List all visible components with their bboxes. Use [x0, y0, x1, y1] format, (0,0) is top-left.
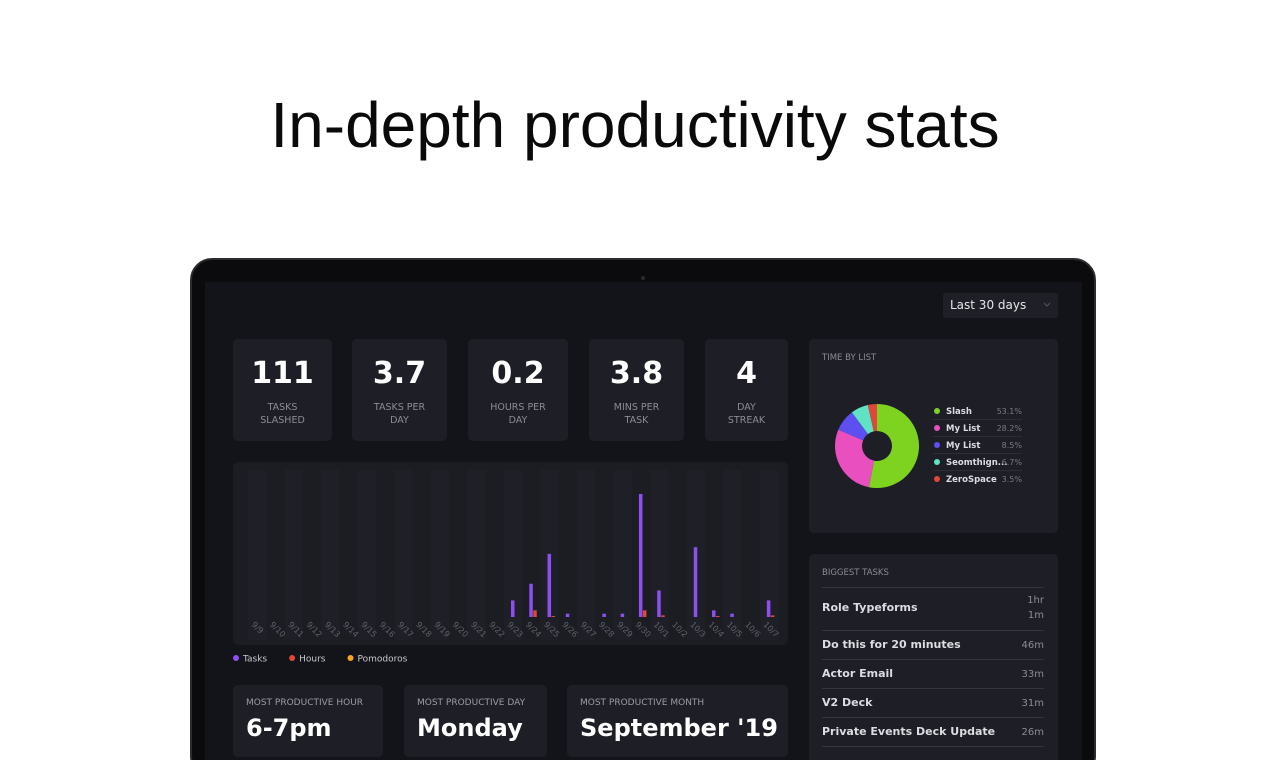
stat-card [589, 339, 684, 441]
separator [822, 746, 1044, 747]
highlight-card [404, 685, 547, 757]
pie-title: TIME BY LIST [822, 353, 877, 363]
stat-label: DAY [737, 402, 756, 413]
task-duration: 46m [1021, 640, 1044, 651]
separator [822, 659, 1044, 660]
stat-label: DAY [390, 415, 409, 426]
separator [822, 717, 1044, 718]
task-name: Actor Email [822, 667, 894, 680]
highlight-label: MOST PRODUCTIVE DAY [417, 698, 526, 708]
stat-label: DAY [508, 415, 528, 426]
stat-label: TASKS PER [373, 402, 426, 413]
highlight-card [233, 685, 383, 757]
chart-card [233, 462, 788, 645]
highlight-value: Monday [417, 714, 523, 742]
stat-card [468, 339, 568, 441]
camera [641, 276, 645, 280]
separator [822, 587, 1044, 588]
stat-card [705, 339, 788, 441]
stat-card [352, 339, 447, 441]
stat-value: 0.2 [491, 356, 545, 391]
task-duration: 1hr 1m [1027, 595, 1044, 621]
stat-label: STREAK [727, 415, 766, 426]
range-label: Last 30 days [950, 298, 1027, 312]
task-name: V2 Deck [822, 696, 873, 709]
highlight-label: MOST PRODUCTIVE MONTH [580, 698, 705, 708]
stat-label: SLASHED [260, 415, 305, 426]
headline: In-depth productivity stats [270, 89, 1000, 161]
highlight-value: September '19 [580, 714, 778, 742]
chevron [1043, 302, 1051, 307]
task-duration: 26m [1021, 727, 1044, 738]
stat-card [233, 339, 332, 441]
task-duration: 33m [1021, 669, 1044, 680]
stat-label: TASKS [267, 402, 298, 413]
range-dropdown[interactable]: Last 30 days [943, 293, 1058, 318]
task-name: Role Typeforms [822, 601, 918, 614]
stat-label: TASK [624, 415, 649, 426]
task-duration: 31m [1021, 698, 1044, 709]
highlight-label: MOST PRODUCTIVE HOUR [246, 698, 364, 708]
stat-value: 3.8 [609, 356, 664, 391]
highlight-card [567, 685, 788, 757]
stat-value: 3.7 [372, 356, 427, 391]
stat-value: 111 [251, 356, 314, 391]
highlight-value: 6-7pm [246, 714, 332, 742]
task-name: Do this for 20 minutes [822, 638, 961, 651]
stat-label: MINS PER [613, 402, 660, 413]
tasks-title: BIGGEST TASKS [822, 568, 889, 578]
pie-card: TIME BY LIST [809, 339, 1058, 533]
separator [822, 630, 1044, 631]
tasks-card: BIGGEST TASKS [809, 554, 1058, 760]
task-name: Private Events Deck Update [822, 725, 996, 738]
stat-label: HOURS PER [490, 402, 546, 413]
separator [822, 688, 1044, 689]
stat-value: 4 [736, 356, 757, 391]
